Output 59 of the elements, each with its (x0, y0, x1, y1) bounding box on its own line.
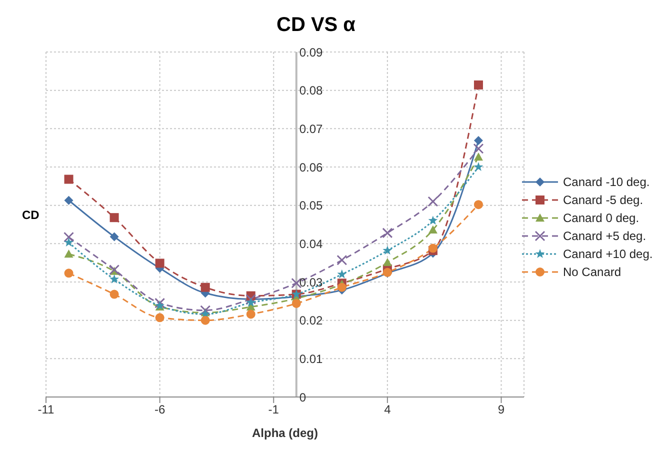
point (474, 80, 483, 90)
legend-label: Canard 0 deg. (563, 210, 640, 224)
point (428, 225, 438, 234)
y-tick-label: 0.07 (299, 122, 324, 136)
point (110, 290, 119, 299)
x-tick-label: -1 (268, 402, 280, 417)
legend-label: Canard +5 deg. (563, 228, 646, 242)
legend-label: Canard +10 deg. (563, 246, 653, 260)
point (109, 264, 120, 275)
point (110, 274, 119, 284)
point (428, 244, 438, 253)
point (200, 316, 210, 325)
point (292, 298, 301, 308)
x-tick-label: -6 (154, 402, 166, 417)
legend-label: Canard -5 deg. (563, 192, 644, 206)
y-tick-label: 0.08 (299, 84, 324, 98)
y-axis-title: CD (22, 208, 40, 222)
y-tick-label: 0.04 (299, 236, 324, 251)
point (64, 196, 74, 205)
point (64, 174, 74, 184)
y-tick-label: 0.03 (299, 275, 324, 290)
point (246, 310, 256, 319)
point (473, 143, 484, 154)
point (382, 258, 392, 266)
point (382, 228, 393, 238)
point (336, 254, 348, 266)
x-tick-label: -11 (38, 402, 55, 417)
y-tick-label: 0.01 (299, 352, 324, 366)
y-tick-label: 0.06 (299, 160, 324, 174)
chart-title: CD VS α (276, 14, 356, 37)
point (200, 282, 210, 292)
point (64, 232, 74, 242)
point (110, 232, 119, 242)
point (474, 136, 483, 146)
point (64, 268, 74, 278)
point (337, 282, 346, 292)
legend-label: No Canard (563, 264, 622, 278)
point (64, 250, 74, 258)
point (428, 196, 438, 207)
point (474, 162, 484, 172)
y-tick-label: 0.05 (299, 198, 324, 213)
point (200, 305, 211, 316)
point (382, 246, 392, 255)
x-tick-label: 4 (384, 402, 392, 417)
point (155, 258, 164, 268)
y-tick-label: 0.09 (299, 45, 324, 60)
point (154, 298, 166, 308)
point (246, 298, 256, 307)
point (337, 269, 347, 278)
point (110, 213, 119, 222)
x-tick-label: 9 (498, 402, 505, 417)
legend-label: Canard -10 deg. (563, 174, 650, 188)
point (428, 216, 438, 225)
point (64, 238, 74, 247)
x-axis-title: Alpha (deg) (252, 426, 318, 440)
point (474, 152, 483, 161)
y-tick-label: 0.02 (299, 314, 324, 328)
point (155, 313, 164, 322)
point (474, 200, 483, 210)
